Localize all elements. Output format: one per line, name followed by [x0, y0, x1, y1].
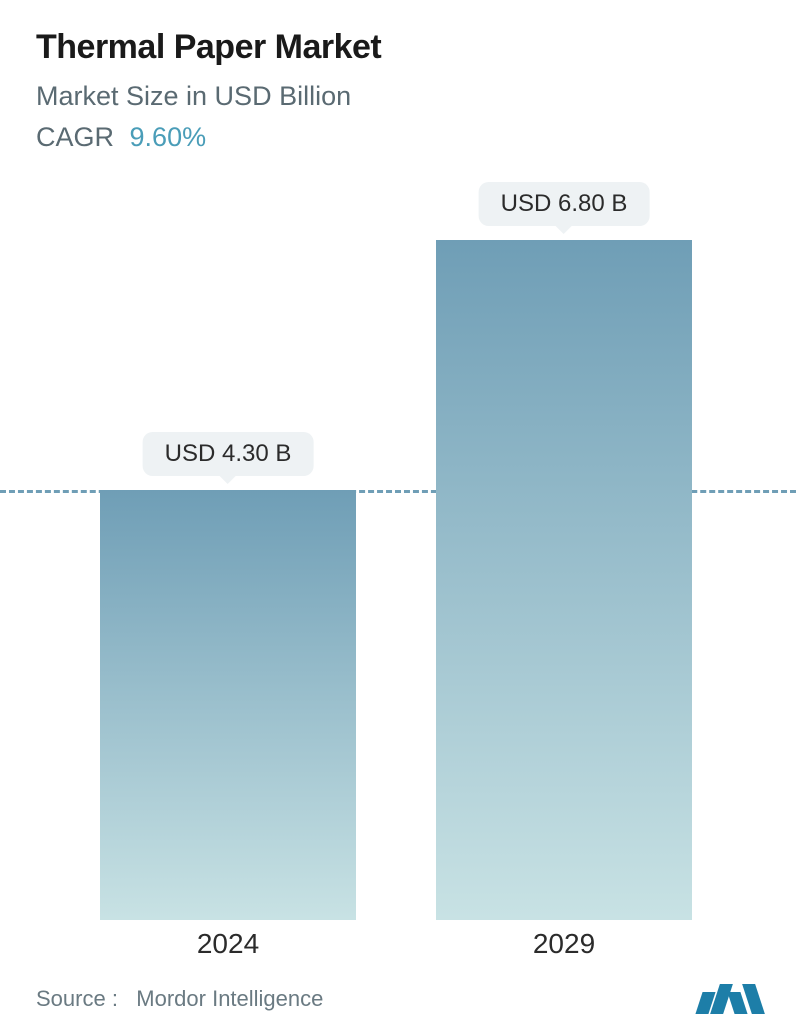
- chart-bar: [436, 240, 692, 920]
- chart-subtitle: Market Size in USD Billion: [36, 81, 760, 112]
- source-attribution: Source : Mordor Intelligence: [36, 986, 323, 1012]
- x-axis-category-label: 2024: [197, 928, 259, 960]
- chart-footer: Source : Mordor Intelligence: [36, 984, 760, 1014]
- cagr-row: CAGR 9.60%: [36, 122, 760, 153]
- bar-value-label: USD 6.80 B: [479, 182, 650, 226]
- source-name: Mordor Intelligence: [136, 986, 323, 1011]
- x-axis-category-label: 2029: [533, 928, 595, 960]
- chart-title: Thermal Paper Market: [36, 28, 760, 67]
- chart-plot-area: USD 4.30 BUSD 6.80 B: [0, 200, 796, 920]
- cagr-value: 9.60%: [130, 122, 207, 152]
- bar-value-label: USD 4.30 B: [143, 432, 314, 476]
- brand-logo-icon: [699, 984, 760, 1014]
- chart-bar: [100, 490, 356, 920]
- chart-header: Thermal Paper Market Market Size in USD …: [0, 0, 796, 153]
- source-label: Source :: [36, 986, 118, 1011]
- cagr-label: CAGR: [36, 122, 114, 152]
- x-axis-labels: 2024 2029: [0, 928, 796, 968]
